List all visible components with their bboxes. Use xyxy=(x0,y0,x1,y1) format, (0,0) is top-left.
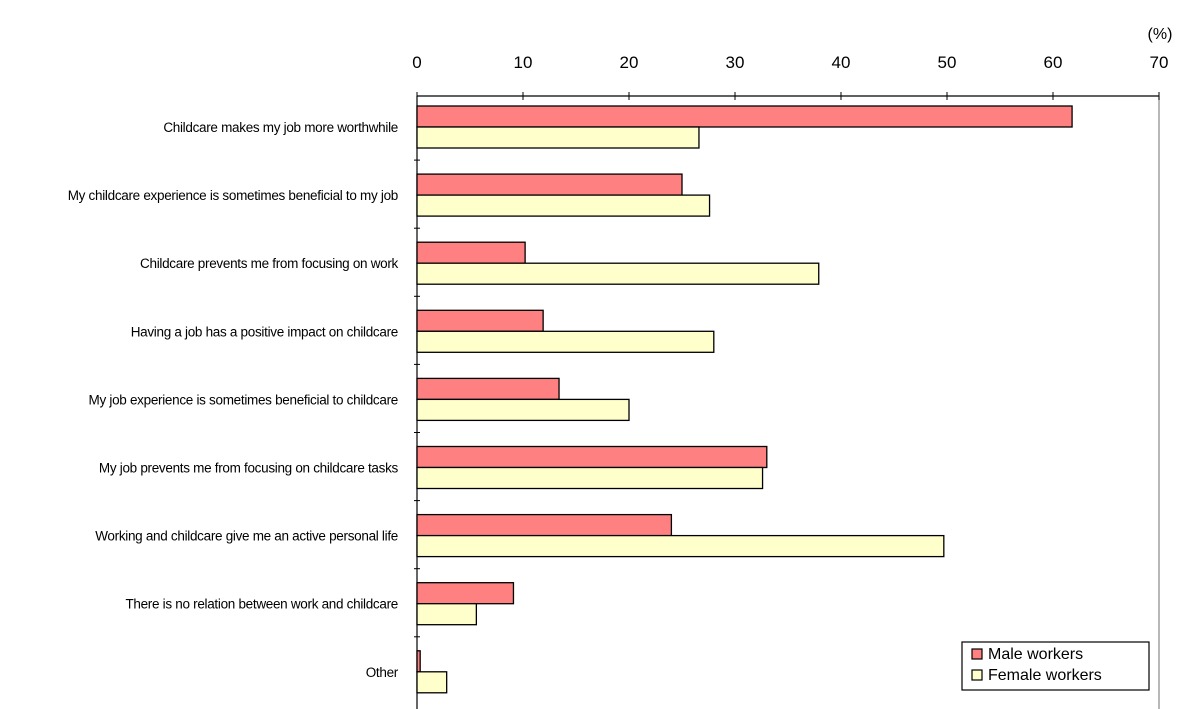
category-label: Childcare prevents me from focusing on w… xyxy=(140,256,399,271)
x-tick-label: 10 xyxy=(514,53,533,72)
category-label: Having a job has a positive impact on ch… xyxy=(131,324,398,339)
bar-male-workers xyxy=(416,650,421,673)
bar-male-workers xyxy=(416,309,544,332)
x-tick-label: 60 xyxy=(1044,53,1063,72)
bar-male-workers xyxy=(416,377,560,401)
bar-female-workers xyxy=(416,262,820,285)
category-labels: Childcare makes my job more worthwhile My… xyxy=(68,120,399,680)
bar-male-workers xyxy=(416,173,683,196)
x-tick-label: 20 xyxy=(620,53,639,72)
category-label: Other xyxy=(366,665,399,680)
bar-male-workers xyxy=(416,513,673,537)
category-label: My childcare experience is sometimes ben… xyxy=(68,188,398,203)
bar-female-workers xyxy=(416,330,715,353)
bar-female-workers xyxy=(416,603,478,626)
x-tick-label: 40 xyxy=(832,53,851,72)
bar-male-workers xyxy=(416,582,515,605)
legend-swatch-female xyxy=(971,669,983,681)
legend-box xyxy=(961,641,1150,691)
x-tick-label: 30 xyxy=(726,53,745,72)
bar-female-workers xyxy=(416,126,700,149)
bar-female-workers xyxy=(416,534,945,558)
category-label: Working and childcare give me an active … xyxy=(95,529,398,544)
x-axis: 0 10 20 30 40 50 60 70 xyxy=(412,53,1168,100)
bar-male-workers xyxy=(416,445,768,469)
bar-male-workers xyxy=(416,105,1073,128)
category-label: There is no relation between work and ch… xyxy=(125,597,398,612)
bar-female-workers xyxy=(416,671,448,694)
bars xyxy=(416,105,1073,694)
bar-female-workers xyxy=(416,466,764,490)
bar-male-workers xyxy=(416,241,526,264)
x-tick-label: 0 xyxy=(412,53,421,72)
x-tick-label: 50 xyxy=(938,53,957,72)
unit-label: (%) xyxy=(1148,26,1173,43)
category-label: My job prevents me from focusing on chil… xyxy=(99,461,399,476)
x-tick-label: 70 xyxy=(1150,53,1169,72)
category-label: My job experience is sometimes beneficia… xyxy=(89,392,398,407)
legend-swatch-male xyxy=(971,648,983,660)
legend: Male workers Female workers xyxy=(961,641,1150,691)
legend-label-female: Female workers xyxy=(988,667,1102,684)
bar-female-workers xyxy=(416,194,711,217)
bar-female-workers xyxy=(416,398,630,422)
legend-label-male: Male workers xyxy=(988,646,1083,663)
category-label: Childcare makes my job more worthwhile xyxy=(163,120,398,135)
